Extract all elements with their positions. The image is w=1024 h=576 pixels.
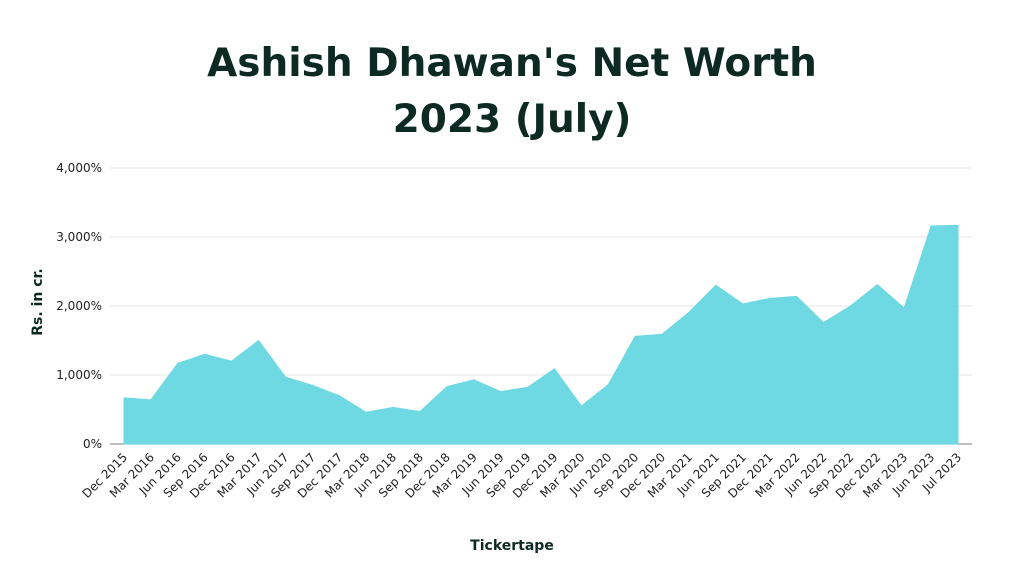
net-worth-area	[123, 224, 959, 445]
chart-title-line-1: Ashish Dhawan's Net Worth	[207, 41, 817, 86]
chart-title: Ashish Dhawan's Net Worth 2023 (July)	[0, 36, 1024, 148]
y-tick-label: 1,000%	[56, 368, 102, 382]
y-tick-label: 4,000%	[56, 161, 102, 175]
y-axis-title: Rs. in cr.	[30, 268, 46, 335]
source-label: Tickertape	[470, 538, 554, 554]
y-axis-ticks: 0% 1,000% 2,000% 3,000% 4,000%	[56, 161, 102, 451]
y-tick-label: 2,000%	[56, 299, 102, 313]
y-tick-label: 0%	[83, 437, 102, 451]
chart-title-line-2: 2023 (July)	[392, 97, 632, 142]
y-tick-label: 3,000%	[56, 230, 102, 244]
area-series	[123, 224, 959, 445]
